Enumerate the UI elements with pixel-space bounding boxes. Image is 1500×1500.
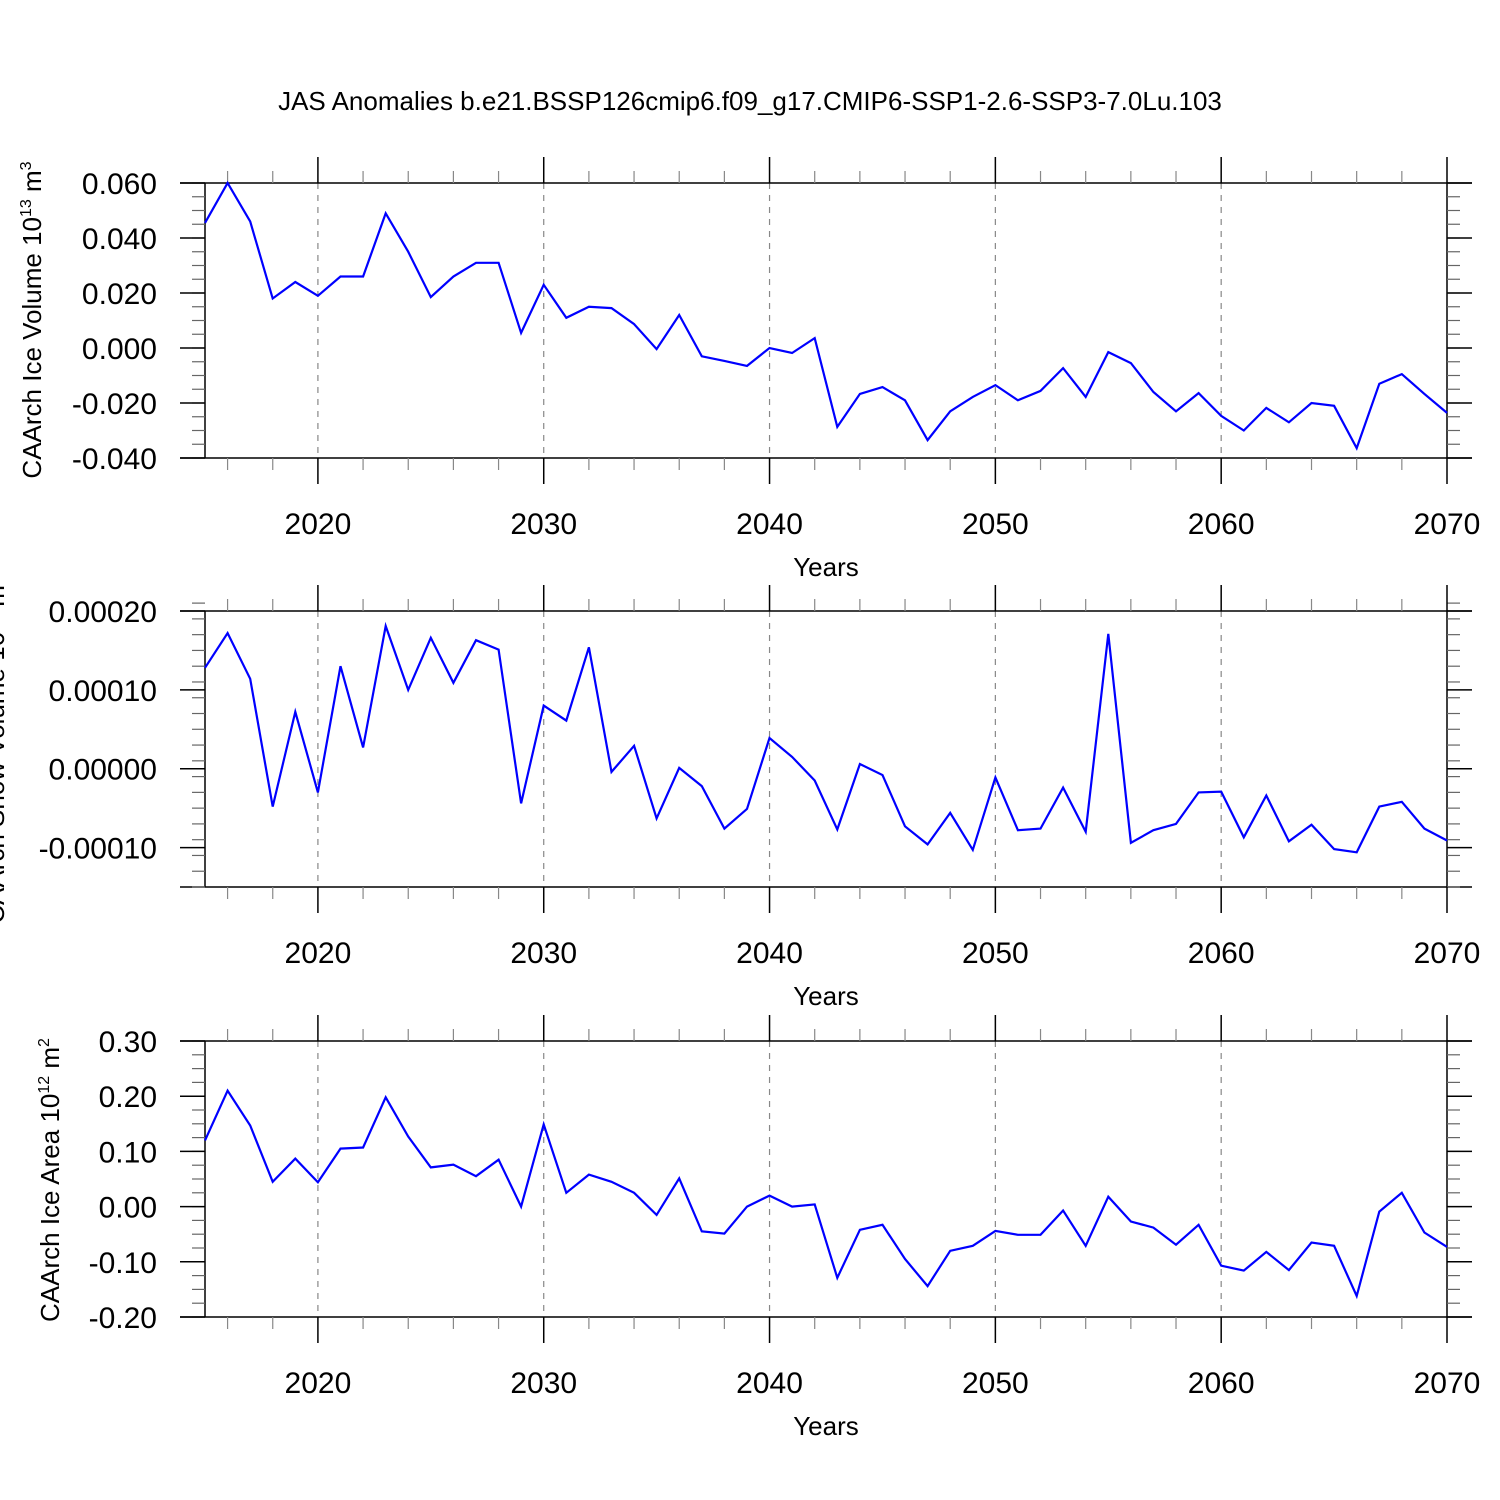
x-tick-label: 2060 [1188,1367,1255,1400]
x-tick-label: 2030 [510,1367,577,1400]
x-tick-label: 2070 [1414,1367,1481,1400]
x-tick-label: 2040 [736,508,803,541]
panel-3: -0.20 -0.10 0.00 0.10 0.20 0.30 2020 2030 2040 20… [35,1015,1480,1441]
x-tick-label: 2040 [736,937,803,970]
y-tick-label: 0.00 [99,1192,157,1225]
x-tick-label: 2020 [285,508,352,541]
y-tick-label: 0.00010 [49,675,157,708]
x-tick-label: 2020 [285,937,352,970]
x-tick-label: 2070 [1414,937,1481,970]
y-tick-label: -0.040 [72,443,157,476]
y-tick-label: 0.30 [99,1026,157,1059]
y-axis-label: CAArch Ice Volume 1013 m3 [17,161,47,478]
y-axis-label: CAArch Ice Area 1012 m2 [35,1038,65,1322]
y-tick-label: 0.00000 [49,754,157,787]
x-tick-label: 2050 [962,1367,1029,1400]
y-tick-label: -0.20 [89,1302,157,1335]
x-axis-label: Years [793,552,859,582]
panel-2: -0.00010 0.00000 0.00010 0.00020 2020 2030 204… [0,576,1481,1011]
x-tick-label: 2070 [1414,508,1481,541]
data-series-line [203,1088,1448,1300]
y-tick-label: 0.20 [99,1081,157,1114]
data-series-line [204,180,1448,451]
x-tick-label: 2020 [285,1367,352,1400]
panel-1: -0.040 -0.020 0.000 0.020 0.040 0.060 2020 2030… [17,157,1480,582]
y-tick-label: -0.10 [89,1247,157,1280]
data-series-line [204,621,1448,854]
x-axis-label: Years [793,981,859,1011]
x-tick-label: 2040 [736,1367,803,1400]
x-tick-label: 2060 [1188,508,1255,541]
x-tick-label: 2030 [510,937,577,970]
y-tick-label: 0.040 [82,223,157,256]
x-tick-label: 2050 [962,937,1029,970]
y-tick-label: -0.00010 [39,833,157,866]
y-tick-label: 0.020 [82,278,157,311]
y-tick-label: 0.10 [99,1136,157,1169]
chart-title: JAS Anomalies b.e21.BSSP126cmip6.f09_g17… [278,86,1222,116]
y-tick-label: 0.000 [82,333,157,366]
y-tick-label: -0.020 [72,388,157,421]
x-tick-label: 2030 [510,508,577,541]
x-tick-label: 2050 [962,508,1029,541]
x-axis-label: Years [793,1411,859,1441]
x-tick-label: 2060 [1188,937,1255,970]
y-tick-label: 0.00020 [49,596,157,629]
y-tick-label: 0.060 [82,168,157,201]
y-axis-label: CAArch Snow Volume 1013 m3 [0,576,10,924]
